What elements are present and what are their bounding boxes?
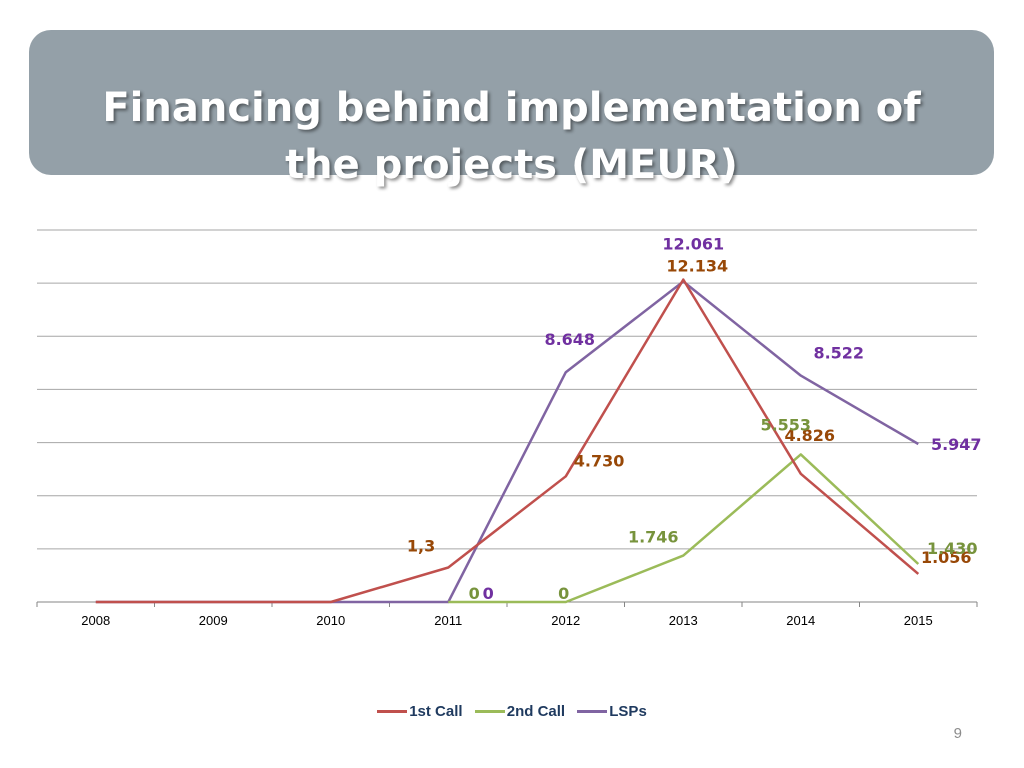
data-label-1st-call: 12.134	[666, 257, 728, 276]
data-label-2nd-call: 1.746	[628, 528, 679, 547]
x-tick-label: 2013	[669, 613, 698, 628]
x-tick-label: 2010	[316, 613, 345, 628]
slide-number: 9	[953, 725, 962, 742]
x-tick-label: 2008	[81, 613, 110, 628]
legend-item-2nd-call: 2nd Call	[474, 703, 566, 720]
legend-swatch-1st-call	[377, 709, 408, 713]
series-line-2nd-call	[448, 453, 920, 604]
x-tick-label: 2009	[199, 613, 228, 628]
legend-item-lsps: LSPs	[577, 703, 647, 720]
legend-label-2nd-call: 2nd Call	[506, 703, 566, 720]
title-line-1: Financing behind implementation of	[102, 85, 921, 131]
data-label-1st-call: 1.056	[921, 548, 972, 567]
x-tick-label: 2012	[551, 613, 580, 628]
line-chart: 2008 2009 2010 2011 2012 2013 2014 2015 1,3 4.730…	[36, 229, 982, 628]
data-label-lsps: 5.947	[931, 435, 982, 454]
data-label-lsps: 12.061	[662, 235, 724, 254]
data-label-2nd-call: 0	[469, 584, 480, 603]
data-label-1st-call: 4.730	[574, 451, 625, 470]
data-label-1st-call: 1,3	[407, 536, 435, 555]
legend-label-lsps: LSPs	[609, 703, 647, 720]
title-line-2: the projects (MEUR)	[285, 142, 738, 188]
slide-title: Financing behind implementation of the p…	[29, 80, 994, 194]
x-tick-label: 2011	[434, 613, 462, 628]
series-line-1st-call	[95, 278, 920, 604]
legend-item-1st-call: 1st Call	[377, 703, 463, 720]
data-label-1st-call: 4.826	[784, 426, 835, 445]
x-tick-label: 2015	[904, 613, 933, 628]
data-label-lsps: 8.648	[544, 330, 595, 349]
chart-legend: 1st Call 2nd Call LSPs	[0, 703, 1024, 720]
legend-swatch-lsps	[577, 709, 608, 713]
legend-label-1st-call: 1st Call	[409, 703, 463, 720]
title-banner: Financing behind implementation of the p…	[29, 30, 994, 188]
legend-swatch-2nd-call	[474, 709, 505, 713]
data-label-2nd-call: 0	[558, 584, 569, 603]
data-label-2nd-call: 1.430	[927, 539, 978, 558]
x-tick-label: 2014	[786, 613, 815, 628]
data-label-lsps: 8.522	[813, 344, 864, 363]
data-label-2nd-call: 5.553	[760, 415, 811, 434]
data-label-lsps: 0	[483, 584, 494, 603]
